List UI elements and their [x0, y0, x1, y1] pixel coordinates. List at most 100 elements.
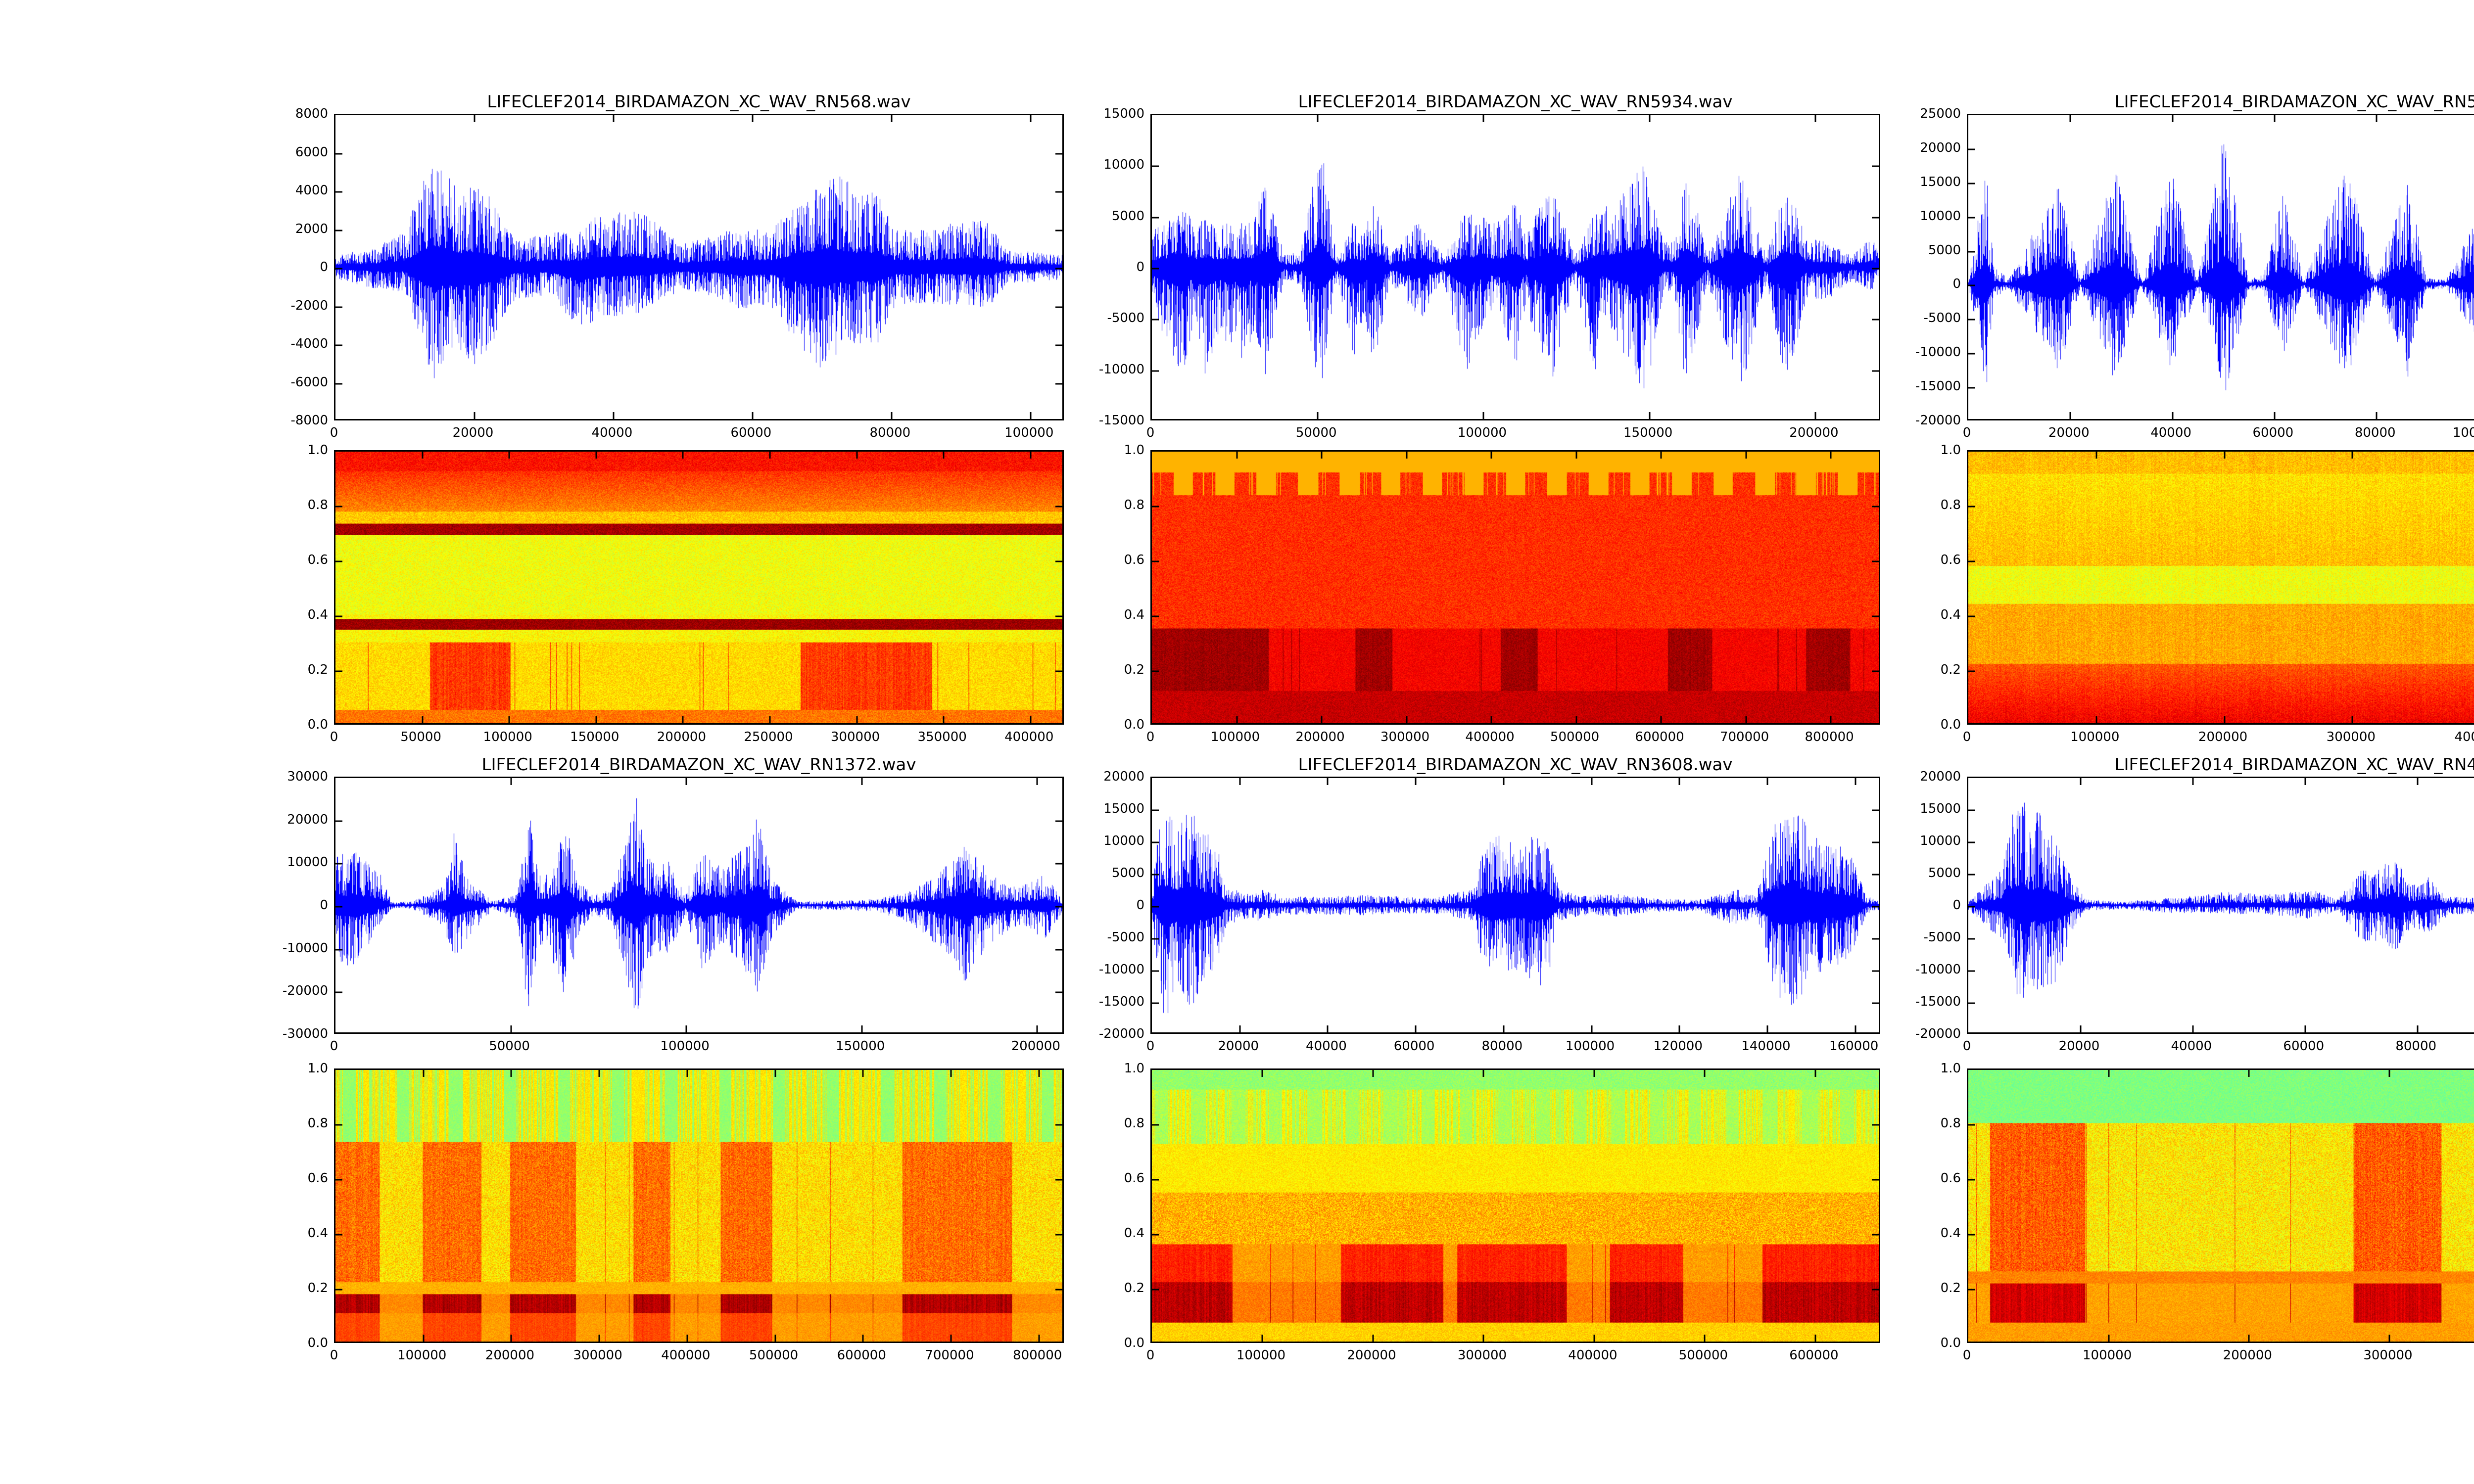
panel-r1c3: LIFECLEF2014_BIRDAMAZON_XC_WAV_RN5499.wa… [1915, 92, 2474, 440]
x-axis-tick-mark [1261, 1070, 1263, 1077]
y-axis-tick-label: -20000 [282, 983, 328, 999]
x-axis-tick-label: 50000 [400, 730, 441, 744]
y-axis-tick-label: 0.6 [1124, 553, 1144, 567]
x-axis-tick-label: 100000 [1004, 425, 1054, 440]
y-axis-tick-label: 5000 [1928, 866, 1961, 881]
x-axis-tick-mark [1490, 716, 1492, 723]
y-axis-tick-label: 0.4 [1940, 607, 1961, 622]
x-axis-tick-mark [474, 115, 476, 122]
x-axis-tick-label: 100000 [660, 1039, 710, 1054]
x-axis-tick-mark [752, 115, 754, 122]
x-axis-tick-mark [422, 452, 424, 459]
x-axis-tick-mark [2274, 115, 2276, 122]
y-axis-tick-label: 0.6 [1940, 553, 1961, 567]
waveform-r1c3 [1968, 115, 2474, 419]
y-axis-tick-label: 0.0 [307, 717, 328, 732]
y-axis-tick-mark [1872, 1179, 1879, 1181]
x-axis-tick-mark [2417, 778, 2419, 785]
x-axis-tick-mark [774, 1335, 776, 1342]
y-axis-tick-label: -5000 [1107, 930, 1144, 945]
x-axis-tick-mark [752, 412, 754, 419]
y-axis-tick-label: 0.0 [1124, 1336, 1144, 1350]
y-axis-tick-label: -10000 [282, 940, 328, 956]
y-axis-tick-label: -10000 [1915, 962, 1961, 977]
x-axis-tick-mark [1503, 1025, 1505, 1032]
x-axis-tick-label: 100000 [1565, 1039, 1615, 1054]
x-axis-tick-label: 200000 [1789, 425, 1839, 440]
plot-frame-r4c3 [1967, 1068, 2474, 1343]
y-axis-tick-mark [335, 1289, 342, 1291]
x-axis-tick-label: 350000 [917, 730, 967, 744]
x-axis-tick-mark [1038, 1335, 1040, 1342]
x-axis-tick-label: 300000 [830, 730, 880, 744]
y-axis-tick-label: -15000 [1915, 994, 1961, 1009]
x-axis-tick-mark [1327, 1025, 1329, 1032]
y-axis-tick-mark [1872, 268, 1879, 270]
y-axis-tick-mark [1968, 970, 1975, 972]
x-axis-tick-mark [1814, 1070, 1816, 1077]
y-axis-tick-mark [1872, 165, 1879, 167]
x-axis-tick-label: 400000 [2454, 730, 2474, 744]
y-axis-tick-label: -20000 [1098, 1026, 1144, 1041]
y-axis-tick-label: 25000 [1920, 106, 1961, 121]
y-axis-tick-mark [1055, 670, 1062, 672]
x-axis-tick-mark [2304, 778, 2306, 785]
plot-frame-r3c1 [334, 777, 1064, 1034]
x-axis-tick-mark [2172, 412, 2174, 419]
y-axis-tick-label: 0.0 [1940, 717, 1961, 732]
plot-frame-r4c2 [1150, 1068, 1880, 1343]
panel-title-r3c2: LIFECLEF2014_BIRDAMAZON_XC_WAV_RN3608.wa… [1298, 755, 1733, 775]
x-axis-tick-mark [950, 1335, 952, 1342]
x-axis-tick-label: 700000 [1719, 730, 1769, 744]
x-axis-tick-mark [508, 716, 510, 723]
x-axis-tick-mark [1317, 115, 1319, 122]
y-axis-tick-mark [1152, 165, 1159, 167]
x-axis-tick-label: 40000 [591, 425, 633, 440]
x-axis-tick-mark [510, 1335, 512, 1342]
y-axis-tick-mark [1872, 1289, 1879, 1291]
x-axis-tick-mark [2069, 115, 2071, 122]
x-axis-tick-label: 500000 [749, 1348, 799, 1363]
x-axis-tick-mark [943, 716, 945, 723]
x-axis-tick-label: 400000 [1465, 730, 1515, 744]
y-axis-tick-mark [1872, 370, 1879, 372]
y-axis-tick-label: 0.8 [307, 498, 328, 512]
y-axis-tick-label: 8000 [295, 106, 328, 121]
x-axis-tick-mark [2108, 1335, 2110, 1342]
y-axis-tick-mark [1152, 217, 1159, 219]
x-axis-tick-mark [1766, 778, 1768, 785]
plot-frame-r2c2 [1150, 450, 1880, 725]
y-axis-tick-label: -10000 [1915, 345, 1961, 360]
y-axis-tick-label: 0.8 [1940, 498, 1961, 512]
y-axis-tick-label: -10000 [1098, 962, 1144, 977]
waveform-canvas [1152, 115, 1879, 419]
x-axis-tick-label: 20000 [1218, 1039, 1259, 1054]
y-axis-tick-mark [1152, 1179, 1159, 1181]
x-axis-tick-mark [2172, 115, 2174, 122]
x-axis-tick-label: 100000 [1210, 730, 1260, 744]
x-axis-tick-label: 200000 [1295, 730, 1345, 744]
y-axis-tick-mark [1055, 560, 1062, 562]
x-axis-tick-mark [613, 412, 615, 419]
y-axis-tick-mark [1872, 809, 1879, 811]
x-axis-tick-mark [595, 452, 597, 459]
panel-r1c2: LIFECLEF2014_BIRDAMAZON_XC_WAV_RN5934.wa… [1099, 92, 1880, 440]
y-axis-tick-mark [1055, 949, 1062, 951]
x-axis-tick-label: 150000 [1623, 425, 1673, 440]
x-axis-tick-mark [1766, 1025, 1768, 1032]
x-axis-tick-mark [2376, 115, 2378, 122]
panel-r2c3: 0.0 0.2 0.4 0.6 0.8 1.0 0 100000 200000 300000 400… [1941, 443, 2474, 744]
panel-r3c1: LIFECLEF2014_BIRDAMAZON_XC_WAV_RN1372.wa… [283, 755, 1064, 1054]
plot-frame-r1c2 [1150, 114, 1880, 420]
panel-title-r3c1: LIFECLEF2014_BIRDAMAZON_XC_WAV_RN1372.wa… [481, 755, 916, 775]
y-axis-tick-label: 0.8 [1124, 1116, 1144, 1131]
y-axis-tick-mark [1872, 841, 1879, 843]
x-axis-tick-mark [685, 1025, 687, 1032]
panel-r4c1: 0.0 0.2 0.4 0.6 0.8 1.0 0 100000 200000 300000 400… [308, 1061, 1064, 1363]
x-axis-tick-mark [1372, 1335, 1374, 1342]
x-axis-tick-mark [1814, 115, 1816, 122]
x-axis-tick-mark [1327, 778, 1329, 785]
x-axis-tick-label: 300000 [2326, 730, 2376, 744]
panel-r2c1: 0.0 0.2 0.4 0.6 0.8 1.0 0 50000 100000 150000 2000… [308, 443, 1064, 744]
x-axis-tick-label: 100000 [2452, 425, 2474, 440]
